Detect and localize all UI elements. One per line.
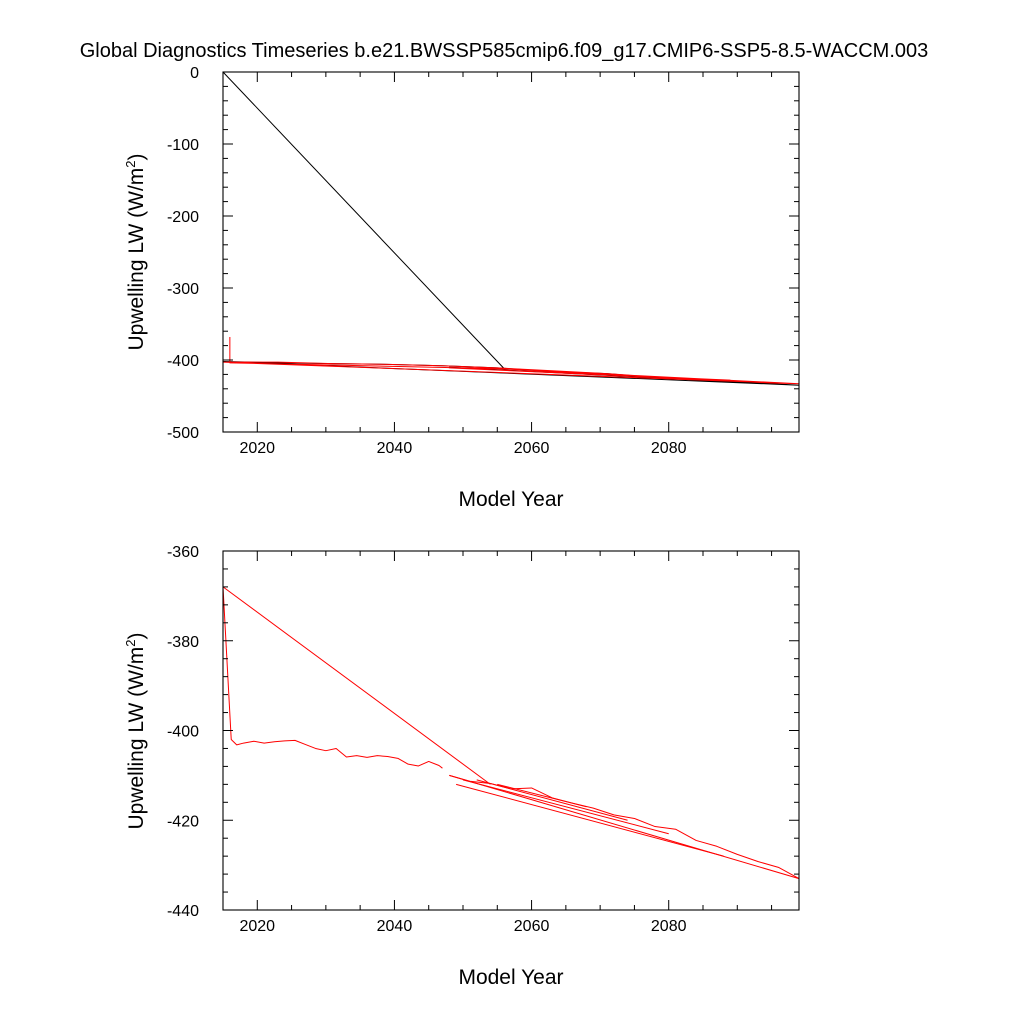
bottom-plot-frame bbox=[222, 550, 800, 911]
figure-title: Global Diagnostics Timeseries b.e21.BWSS… bbox=[80, 40, 929, 62]
top-x-tick-label: 2080 bbox=[651, 440, 687, 457]
bottom-series-line-5 bbox=[462, 779, 669, 835]
bottom-series-line-0 bbox=[222, 586, 443, 769]
bottom-x-tick-label: 2020 bbox=[239, 918, 275, 935]
bottom-y-tick-label: -420 bbox=[167, 813, 199, 830]
bottom-ticks-layer: 2020 2040 2060 2080 -440 -420 -400 -380 -360 bbox=[167, 544, 799, 935]
top-series-line-0 bbox=[222, 71, 800, 386]
bottom-y-axis-title: Upwelling LW (W/m2) bbox=[123, 632, 148, 829]
top-plot-frame bbox=[222, 71, 800, 433]
bottom-x-tick-label: 2060 bbox=[514, 918, 550, 935]
bottom-series-line-1 bbox=[222, 586, 491, 785]
bottom-series-line-4 bbox=[456, 783, 724, 857]
top-y-tick-label: -500 bbox=[167, 425, 199, 442]
top-series-line-1 bbox=[222, 336, 800, 385]
bottom-x-tick-label: 2040 bbox=[377, 918, 413, 935]
bottom-y-tick-label: -360 bbox=[167, 544, 199, 561]
bottom-y-axis-title-main: Upwelling LW (W/m bbox=[125, 647, 148, 830]
top-x-tick-label: 2020 bbox=[239, 440, 275, 457]
top-y-axis-title-superscript: 2 bbox=[123, 160, 138, 167]
top-y-tick-label: 0 bbox=[190, 65, 199, 82]
top-y-axis-title: Upwelling LW (W/m2) bbox=[123, 153, 148, 350]
top-x-tick-label: 2060 bbox=[514, 440, 550, 457]
bottom-series-line-7 bbox=[497, 783, 587, 808]
top-panel: 2020 2040 2060 2080 -500 -400 -300 -200 -100 0 Mo… bbox=[123, 65, 800, 511]
top-y-tick-label: -400 bbox=[167, 353, 199, 370]
top-series-layer bbox=[222, 71, 800, 386]
bottom-series-line-6 bbox=[476, 779, 628, 821]
top-y-tick-label: -100 bbox=[167, 137, 199, 154]
bottom-series-layer bbox=[222, 586, 800, 880]
bottom-y-tick-label: -400 bbox=[167, 724, 199, 741]
top-y-axis-title-main: Upwelling LW (W/m bbox=[125, 168, 148, 351]
top-y-tick-label: -200 bbox=[167, 209, 199, 226]
top-y-axis-title-end: ) bbox=[125, 153, 148, 160]
bottom-series-line-3 bbox=[449, 774, 800, 880]
bottom-y-axis-title-end: ) bbox=[125, 632, 148, 639]
bottom-y-tick-label: -380 bbox=[167, 634, 199, 651]
top-ticks-layer: 2020 2040 2060 2080 -500 -400 -300 -200 -100 0 bbox=[167, 65, 799, 457]
top-x-tick-label: 2040 bbox=[377, 440, 413, 457]
bottom-x-tick-label: 2080 bbox=[651, 918, 687, 935]
bottom-y-axis-title-superscript: 2 bbox=[123, 639, 138, 646]
top-y-tick-label: -300 bbox=[167, 281, 199, 298]
bottom-x-axis-title: Model Year bbox=[458, 966, 563, 989]
bottom-y-tick-label: -440 bbox=[167, 903, 199, 920]
top-x-axis-title: Model Year bbox=[458, 488, 563, 511]
bottom-panel: 2020 2040 2060 2080 -440 -420 -400 -380 -360 Mod… bbox=[123, 544, 800, 989]
